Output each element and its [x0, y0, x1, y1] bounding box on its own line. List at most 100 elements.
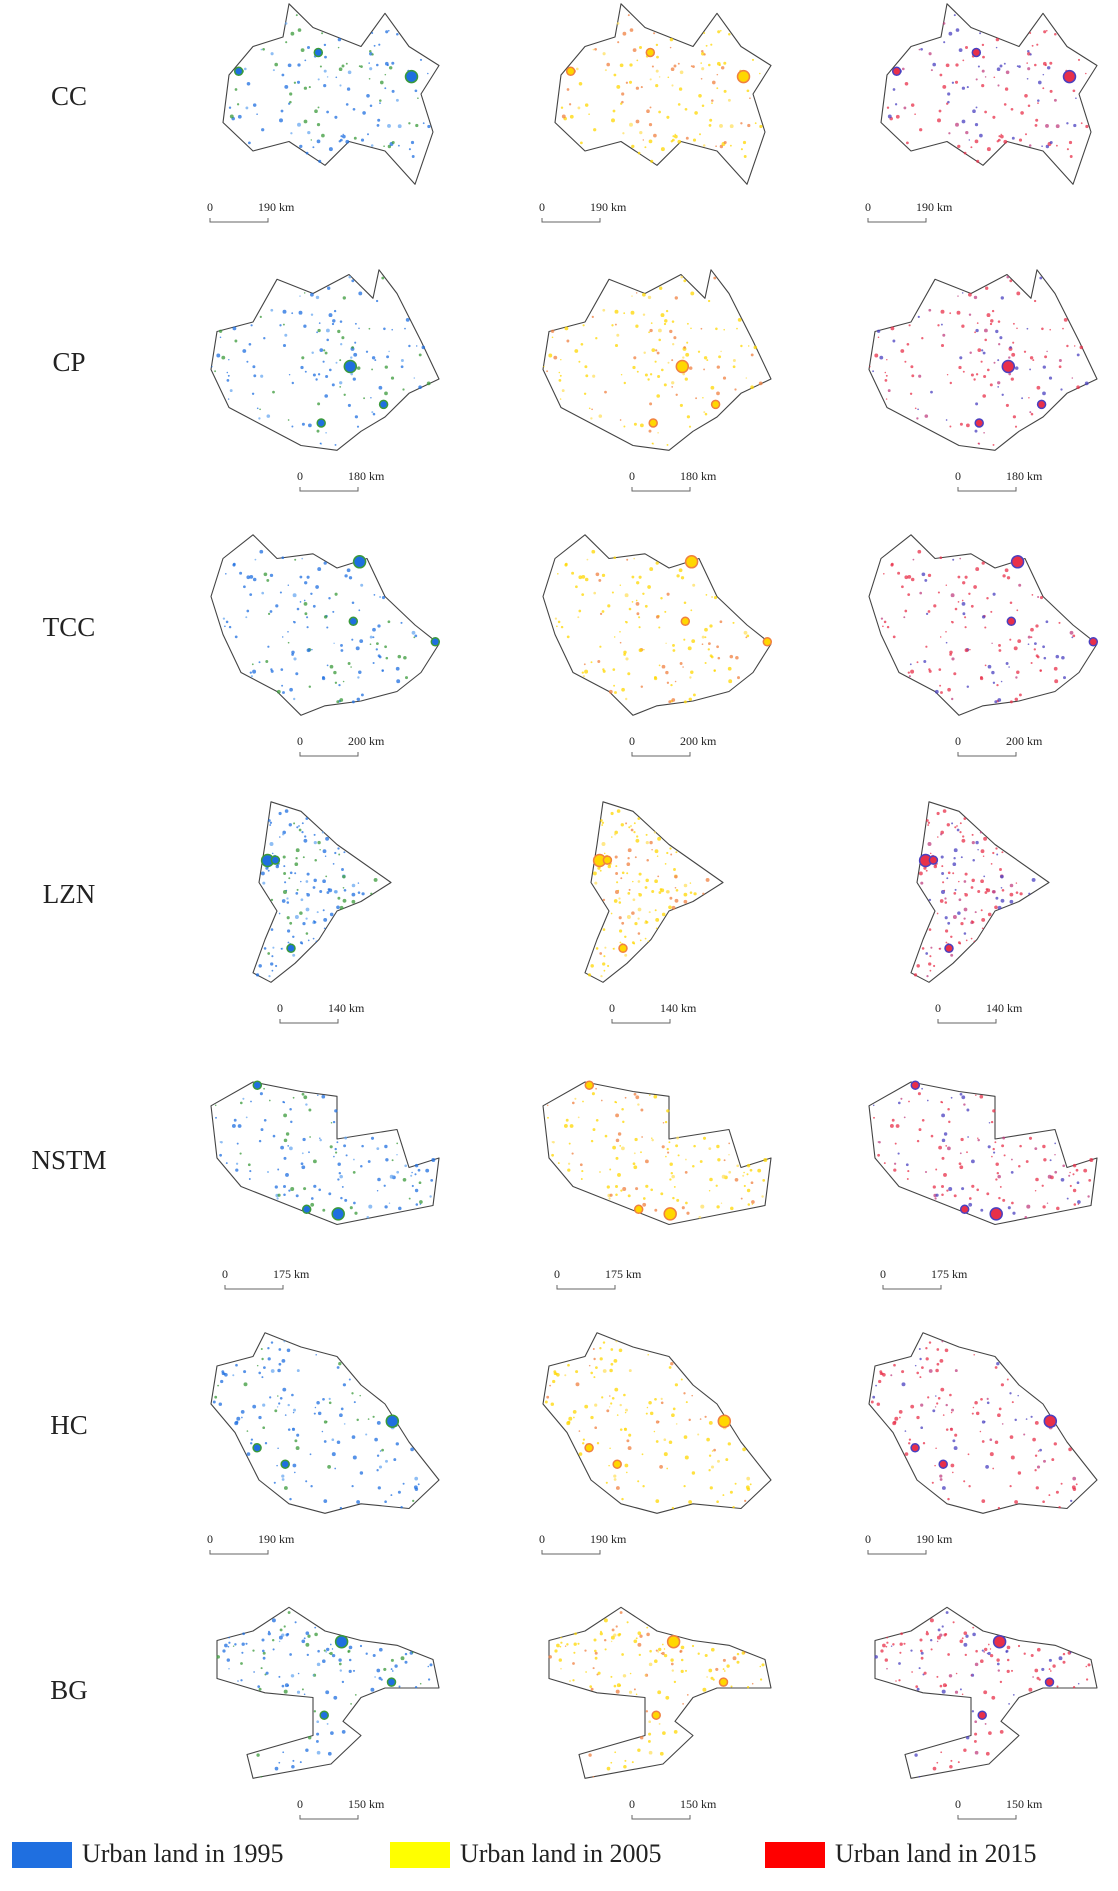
urban-patch — [1045, 144, 1050, 149]
urban-patch — [751, 1682, 754, 1685]
scale-bar — [209, 218, 269, 223]
urban-patch — [759, 72, 761, 75]
urban-patch — [989, 1438, 993, 1442]
urban-patch — [926, 1099, 929, 1102]
urban-patch — [1085, 1665, 1088, 1668]
urban-patch — [277, 1168, 280, 1171]
urban-patch — [1001, 888, 1005, 892]
urban-patch — [966, 1108, 970, 1112]
urban-patch — [671, 1669, 674, 1672]
urban-core — [233, 66, 244, 77]
urban-patch — [280, 109, 284, 113]
urban-patch — [313, 1412, 316, 1415]
urban-patch — [554, 617, 558, 620]
urban-patch — [1043, 30, 1047, 34]
urban-patch — [663, 383, 667, 387]
urban-patch — [258, 964, 262, 968]
urban-patch — [935, 1395, 937, 1397]
urban-patch — [1031, 594, 1034, 596]
urban-patch — [621, 871, 625, 875]
urban-patch — [623, 1765, 627, 1769]
urban-patch — [670, 67, 675, 72]
urban-patch — [560, 1667, 562, 1670]
urban-patch — [684, 107, 688, 111]
urban-patch — [648, 1662, 653, 1667]
urban-patch — [370, 1687, 375, 1692]
urban-patch — [675, 888, 679, 892]
urban-patch — [362, 111, 366, 115]
urban-patch — [674, 1383, 679, 1387]
urban-patch — [672, 135, 675, 138]
urban-patch — [885, 398, 888, 400]
urban-patch — [990, 610, 993, 613]
urban-patch — [686, 415, 691, 419]
scale-bar — [209, 1550, 269, 1555]
urban-patch — [703, 32, 706, 34]
urban-patch — [983, 1647, 988, 1652]
urban-patch — [963, 1748, 967, 1752]
urban-patch — [727, 666, 732, 671]
urban-core — [680, 616, 691, 627]
urban-patch — [1027, 49, 1030, 53]
urban-patch — [388, 1202, 391, 1204]
urban-patch — [351, 638, 354, 641]
urban-patch — [684, 1669, 688, 1672]
urban-patch — [910, 1649, 913, 1652]
urban-patch — [1077, 1682, 1080, 1685]
urban-patch — [1026, 77, 1029, 80]
urban-patch — [565, 1118, 569, 1122]
urban-patch — [997, 1413, 1001, 1418]
urban-patch — [284, 333, 288, 337]
urban-patch — [684, 1455, 689, 1460]
urban-patch — [995, 1178, 998, 1181]
urban-patch — [303, 86, 308, 90]
urban-patch — [316, 1662, 321, 1667]
urban-patch — [582, 1438, 586, 1441]
urban-patch — [646, 109, 650, 114]
urban-patch — [759, 1665, 762, 1668]
urban-patch — [1000, 1383, 1005, 1387]
urban-patch — [991, 309, 995, 313]
urban-patch — [683, 346, 686, 349]
urban-patch — [338, 1362, 342, 1366]
urban-patch — [908, 1438, 912, 1441]
urban-patch — [761, 1195, 764, 1198]
urban-patch — [716, 1205, 720, 1209]
urban-patch — [333, 642, 335, 645]
scale-bar — [556, 1285, 616, 1290]
urban-patch — [260, 1348, 263, 1350]
urban-patch — [1063, 318, 1068, 322]
urban-patch — [952, 862, 957, 867]
urban-patch — [1000, 886, 1003, 889]
scale-end: 175 km — [605, 1267, 642, 1281]
urban-patch — [633, 822, 636, 825]
urban-patch — [315, 295, 320, 300]
urban-patch — [918, 1128, 922, 1132]
urban-patch — [975, 106, 978, 109]
urban-patch — [360, 1164, 363, 1168]
urban-patch — [1083, 1168, 1088, 1173]
urban-patch — [619, 419, 622, 421]
urban-patch — [274, 1409, 278, 1413]
urban-patch — [992, 115, 996, 119]
urban-patch — [740, 122, 743, 125]
urban-patch — [930, 1134, 934, 1138]
urban-patch — [615, 890, 619, 894]
urban-patch — [309, 1453, 312, 1456]
urban-patch — [347, 403, 351, 407]
urban-patch — [419, 1200, 423, 1204]
urban-patch — [957, 911, 961, 915]
urban-patch — [338, 1662, 342, 1666]
urban-patch — [1012, 415, 1017, 419]
urban-patch — [335, 1151, 338, 1154]
urban-patch — [1062, 1652, 1066, 1656]
urban-patch — [615, 1138, 620, 1143]
urban-patch — [559, 374, 562, 377]
urban-patch — [1044, 64, 1047, 67]
urban-patch — [338, 67, 343, 72]
urban-patch — [334, 1467, 337, 1470]
urban-patch — [408, 148, 411, 151]
urban-patch — [914, 1364, 917, 1367]
urban-patch — [358, 65, 361, 68]
urban-patch — [974, 1720, 978, 1724]
